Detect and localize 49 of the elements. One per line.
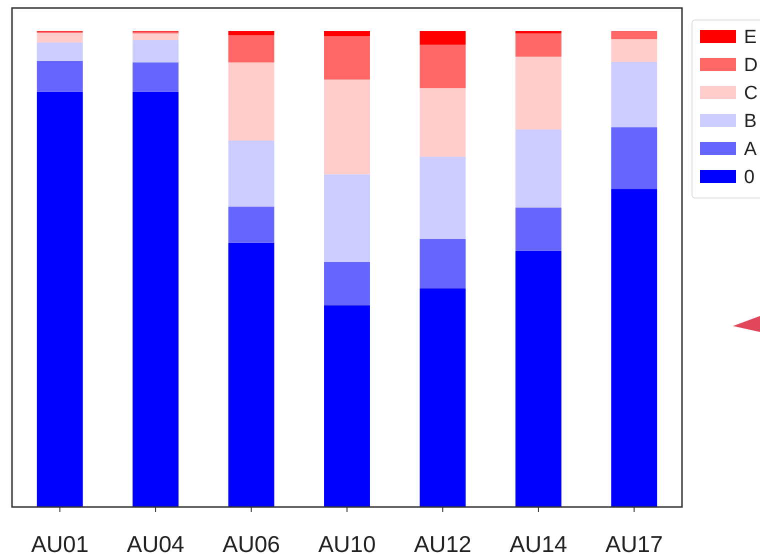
bar xyxy=(515,33,562,57)
bar xyxy=(324,262,370,306)
x-tick-label: AU17 xyxy=(605,531,663,554)
bar xyxy=(132,40,179,62)
bar xyxy=(228,62,274,140)
legend-label: B xyxy=(744,111,757,132)
x-tick-label: AU10 xyxy=(318,531,376,554)
x-tick-label: AU04 xyxy=(126,531,185,554)
bar xyxy=(228,206,274,243)
bar xyxy=(611,62,658,128)
bar xyxy=(132,62,179,92)
bar xyxy=(611,31,658,40)
x-tick-label: AU06 xyxy=(222,531,280,554)
x-tick-label: AU14 xyxy=(510,531,568,554)
bar xyxy=(132,92,179,507)
legend-label: D xyxy=(744,55,758,76)
bar xyxy=(228,140,274,207)
bar xyxy=(611,39,658,62)
bar xyxy=(515,56,562,130)
bar xyxy=(228,242,274,507)
legend-label: A xyxy=(744,139,757,160)
bar xyxy=(611,189,658,507)
bar xyxy=(420,31,466,45)
legend-label: C xyxy=(744,83,758,104)
bar xyxy=(132,33,179,40)
bar xyxy=(228,35,274,62)
x-tick-label: AU01 xyxy=(31,531,89,554)
x-tick-label: AU12 xyxy=(414,531,472,554)
bar xyxy=(36,32,83,42)
bar xyxy=(515,250,562,507)
bar xyxy=(324,36,370,80)
bar xyxy=(515,208,562,251)
bar xyxy=(36,92,83,507)
bar xyxy=(515,130,562,208)
bar xyxy=(36,42,83,61)
bar xyxy=(228,31,274,36)
bar xyxy=(324,305,370,507)
bar xyxy=(420,156,466,240)
legend-label: E xyxy=(744,27,757,48)
bar xyxy=(420,239,466,289)
bar xyxy=(324,31,370,36)
bar xyxy=(36,60,83,92)
legend-label: 0 xyxy=(744,167,755,188)
bar xyxy=(324,174,370,262)
bar xyxy=(420,88,466,157)
bar xyxy=(324,80,370,174)
bar xyxy=(611,127,658,190)
bar xyxy=(420,44,466,88)
bar xyxy=(420,288,466,507)
